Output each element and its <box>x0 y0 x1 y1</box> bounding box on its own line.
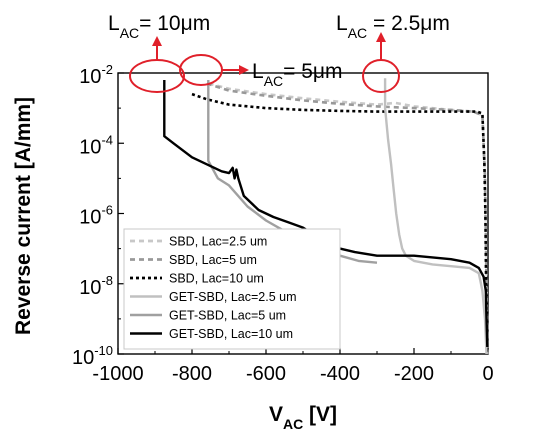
legend-label: SBD, Lac=5 um <box>169 253 257 267</box>
legend-label: GET-SBD, Lac=5 um <box>169 309 286 323</box>
highlight-ellipse-lac-5 <box>179 54 223 86</box>
legend-box <box>123 228 341 350</box>
y-tick-label: 10-2 <box>79 62 113 88</box>
highlight-ellipse-lac-2p5 <box>362 59 400 93</box>
legend: SBD, Lac=2.5 um SBD, Lac=5 um SBD, Lac=10 … <box>123 228 341 350</box>
series-layer <box>163 78 489 355</box>
annotation-lac-10: LAC= 10μm <box>108 12 210 41</box>
legend-label: GET-SBD, Lac=10 um <box>169 327 293 341</box>
x-axis-ticks: -1000 -800 -600 -400 -200 0 <box>92 348 494 385</box>
series-line-3 <box>191 92 489 355</box>
series-line-4 <box>383 78 488 355</box>
y-axis-ticks: 10-2 10-4 10-6 10-8 10-10 <box>72 62 124 369</box>
annotation-lac-5: LAC= 5μm <box>252 60 343 89</box>
y-tick-label: 10-8 <box>79 273 113 299</box>
series-line-6 <box>163 80 489 348</box>
x-tick-label: -200 <box>394 363 434 385</box>
x-tick-label: -1000 <box>92 363 143 385</box>
legend-label: GET-SBD, Lac=2.5 um <box>169 290 296 304</box>
legend-label: SBD, Lac=10 um <box>169 272 264 286</box>
annotations: LAC= 10μm LAC= 5μm LAC = 2.5μm <box>108 12 450 93</box>
legend-label: SBD, Lac=2.5 um <box>169 235 267 249</box>
series-line-2 <box>206 82 489 355</box>
highlight-ellipse-lac-10 <box>129 59 185 93</box>
y-tick-label: 10-6 <box>79 203 113 229</box>
x-axis-title: VAC [V] <box>269 403 337 432</box>
x-tick-label: -600 <box>246 363 286 385</box>
series-line-1 <box>208 82 489 355</box>
x-tick-label: -400 <box>320 363 360 385</box>
x-tick-label: -800 <box>172 363 212 385</box>
y-tick-label: 10-4 <box>79 132 113 158</box>
y-axis-title: Reverse current [A/mm] <box>12 97 35 335</box>
annotation-lac-2p5: LAC = 2.5μm <box>336 12 450 41</box>
y-tick-label: 10-10 <box>72 343 113 369</box>
series-line-5 <box>207 80 378 264</box>
x-tick-label: 0 <box>482 363 493 385</box>
